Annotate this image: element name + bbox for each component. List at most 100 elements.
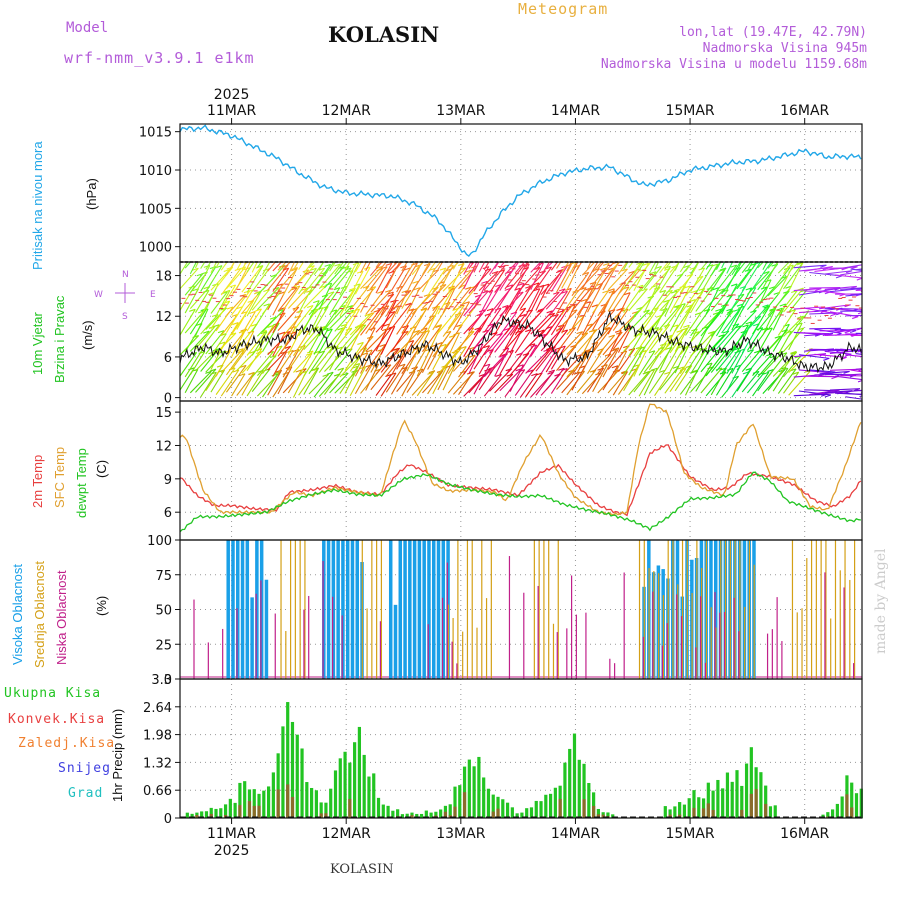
wind-barb-flag xyxy=(539,333,546,337)
wind-barb xyxy=(525,288,541,317)
precip-bar xyxy=(563,762,567,818)
precip-bar xyxy=(840,796,844,818)
wind-barb xyxy=(180,309,196,336)
wind-barb xyxy=(752,327,769,350)
wind-barb-flag xyxy=(295,369,302,373)
wind-barb-flag xyxy=(611,365,619,369)
wind-barb xyxy=(772,285,792,311)
wind-barb xyxy=(329,262,337,272)
wind-barb xyxy=(664,366,685,394)
wind-barb-flag xyxy=(762,371,770,375)
wind-barb xyxy=(180,352,198,377)
wind-barb xyxy=(525,308,545,330)
wind-barb xyxy=(850,310,862,312)
wind-barb xyxy=(401,370,416,397)
wind-barb-flag xyxy=(413,287,421,291)
wind-barb-flag xyxy=(559,288,566,292)
y-tick-label: 0 xyxy=(164,812,172,827)
wind-barb xyxy=(643,266,663,290)
wind-barb-flag xyxy=(210,371,217,375)
wind-barb xyxy=(339,365,359,394)
wind-barb xyxy=(509,364,524,392)
wind-barb xyxy=(679,267,697,294)
wind-barb-flag xyxy=(209,266,217,270)
wind-barb xyxy=(674,365,693,392)
wind-barb-flag xyxy=(369,286,376,290)
wind-barb-flag xyxy=(726,367,734,371)
precip-bar xyxy=(396,809,400,818)
wind-barb xyxy=(370,266,388,289)
wind-barb xyxy=(746,262,754,272)
wind-barb xyxy=(365,328,389,352)
wind-barb xyxy=(215,290,231,317)
wind-barb xyxy=(540,314,559,336)
wind-barb xyxy=(246,308,262,332)
conv-precip-bar xyxy=(276,789,280,818)
wind-barb-flag xyxy=(737,293,745,297)
conv-precip-bar xyxy=(711,809,715,818)
wind-barb-flag xyxy=(731,283,738,287)
wind-barb xyxy=(752,371,770,397)
wind-barb xyxy=(648,324,671,352)
conv-precip-bar xyxy=(324,813,328,818)
wind-barb xyxy=(824,307,859,310)
wind-barb-flag xyxy=(670,290,678,294)
wind-barb xyxy=(752,305,771,335)
wind-barb-flag xyxy=(486,308,494,312)
wind-barb-flag xyxy=(691,328,698,332)
wind-barb-flag xyxy=(712,287,720,291)
conv-precip-bar xyxy=(678,814,682,818)
wind-barb xyxy=(690,262,699,275)
wind-barb xyxy=(648,262,657,274)
x-tick-label-top: 13MAR xyxy=(436,103,485,119)
wind-barb xyxy=(329,372,349,394)
wind-barb-flag xyxy=(608,288,615,292)
wind-barb xyxy=(571,351,589,376)
wind-barb xyxy=(592,303,608,331)
wind-barb xyxy=(860,268,862,270)
wind-barb xyxy=(504,321,522,350)
wind-barb-flag xyxy=(642,262,649,266)
wind-barb-flag xyxy=(796,262,804,266)
high-cloud-bar xyxy=(441,540,446,679)
wind-barb-flag xyxy=(683,285,691,289)
wind-barb xyxy=(684,369,698,396)
x-tick-label-bottom: 16MAR xyxy=(780,826,829,842)
wind-barb-flag xyxy=(322,373,329,377)
y-tick-label: 3.3 xyxy=(151,673,172,688)
conv-precip-bar xyxy=(692,807,696,818)
wind-barb-flag xyxy=(526,369,534,373)
panel-bg-pressure xyxy=(180,124,862,262)
wind-barb xyxy=(499,262,506,268)
wind-barb-flag xyxy=(673,304,680,308)
precip-bar xyxy=(577,759,581,818)
cloud-label-low: Niska Oblacnost xyxy=(54,570,69,665)
wind-barb xyxy=(726,262,734,274)
wind-barb-flag xyxy=(760,286,768,290)
wind-barb xyxy=(556,327,576,354)
year-label-bottom: 2025 xyxy=(214,843,250,859)
wind-barb xyxy=(581,341,599,373)
high-cloud-bar xyxy=(250,597,254,679)
wind-barb xyxy=(200,266,217,292)
wind-barb-flag xyxy=(548,369,555,373)
wind-barb-flag xyxy=(274,371,281,375)
wind-barb-flag xyxy=(519,307,526,311)
wind-barb xyxy=(272,262,283,272)
precip-bar xyxy=(419,813,424,818)
high-cloud-bar xyxy=(350,540,355,679)
wind-barb xyxy=(468,262,475,269)
wind-barb xyxy=(236,289,254,317)
conv-precip-bar xyxy=(290,796,295,818)
wind-barb xyxy=(855,352,862,355)
conv-precip-bar xyxy=(252,805,256,818)
x-tick-label-top: 15MAR xyxy=(665,103,714,119)
wind-barb-flag xyxy=(284,345,291,349)
wind-barb xyxy=(427,262,437,274)
wind-barb xyxy=(422,370,444,394)
x-tick-label-top: 14MAR xyxy=(551,103,600,119)
wind-barb-flag xyxy=(872,373,878,375)
high-cloud-bar xyxy=(408,540,412,679)
wind-barb-flag xyxy=(557,310,565,314)
x-tick-label-bottom: 13MAR xyxy=(436,826,485,842)
